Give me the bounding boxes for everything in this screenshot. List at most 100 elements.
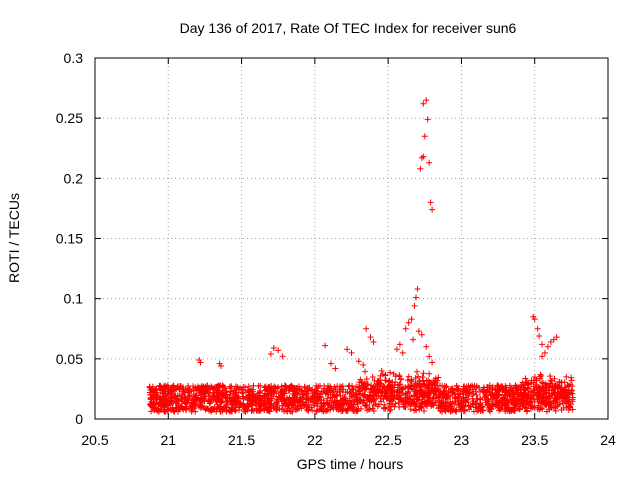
data-point (413, 368, 420, 375)
data-point (402, 325, 409, 332)
data-point (198, 403, 205, 410)
data-point (261, 400, 268, 407)
data-point (343, 408, 350, 415)
data-point (534, 396, 541, 403)
data-point (263, 400, 270, 407)
data-point (186, 386, 193, 393)
data-point (406, 401, 413, 408)
data-point (245, 394, 252, 401)
data-point (355, 387, 362, 394)
data-point (268, 400, 275, 407)
data-point (374, 382, 381, 389)
data-point (562, 393, 569, 400)
data-point (480, 386, 487, 393)
data-point (429, 359, 436, 366)
data-point (244, 407, 251, 414)
data-point (256, 406, 263, 413)
chart-title: Day 136 of 2017, Rate Of TEC Index for r… (180, 20, 517, 36)
data-point (167, 405, 174, 412)
data-point (305, 407, 312, 414)
data-point (413, 382, 420, 389)
data-point (301, 383, 308, 390)
data-point (353, 396, 360, 403)
data-point (458, 405, 465, 412)
data-point (339, 383, 346, 390)
data-point (212, 396, 219, 403)
data-point (329, 393, 336, 400)
data-point (255, 407, 262, 414)
data-point (349, 383, 356, 390)
data-point (248, 408, 255, 415)
data-point (347, 397, 354, 404)
data-point (167, 395, 174, 402)
data-point (423, 403, 430, 410)
data-point (387, 369, 394, 376)
data-point (213, 408, 220, 415)
data-point (153, 399, 160, 406)
data-point (484, 384, 491, 391)
data-point (465, 399, 472, 406)
data-point (217, 403, 224, 410)
data-point (407, 406, 414, 413)
data-point (152, 393, 159, 400)
data-point (475, 406, 482, 413)
data-point (299, 391, 306, 398)
data-point (420, 100, 427, 107)
data-point (518, 381, 525, 388)
data-point (387, 383, 394, 390)
data-point (420, 390, 427, 397)
data-point (484, 396, 491, 403)
data-point (448, 403, 455, 410)
data-point (417, 389, 424, 396)
data-point (275, 396, 282, 403)
data-point (168, 398, 175, 405)
data-point (227, 388, 234, 395)
data-point (547, 398, 554, 405)
data-point (499, 402, 506, 409)
data-point (313, 397, 320, 404)
data-point (423, 377, 430, 384)
data-point (192, 408, 199, 415)
data-point (495, 400, 502, 407)
data-point (362, 391, 369, 398)
data-point (390, 370, 397, 377)
data-point (370, 408, 377, 415)
data-point (348, 404, 355, 411)
data-point (177, 383, 184, 390)
data-point (245, 383, 252, 390)
data-point (293, 389, 300, 396)
data-point (425, 399, 432, 406)
x-tick-label: 20.5 (81, 432, 108, 448)
data-point (476, 384, 483, 391)
data-point (396, 341, 403, 348)
data-point (449, 389, 456, 396)
data-point (344, 406, 351, 413)
data-point (226, 383, 233, 390)
data-point (273, 407, 280, 414)
data-point (240, 395, 247, 402)
data-point (494, 386, 501, 393)
data-point (429, 206, 436, 213)
data-point (183, 403, 190, 410)
data-point (224, 395, 231, 402)
data-point (402, 384, 409, 391)
data-point (435, 386, 442, 393)
data-point (222, 404, 229, 411)
data-point (331, 399, 338, 406)
x-tick-label: 21 (160, 432, 176, 448)
data-point (552, 396, 559, 403)
data-point (363, 385, 370, 392)
data-point (441, 392, 448, 399)
data-point (469, 395, 476, 402)
data-point (369, 405, 376, 412)
data-point (341, 393, 348, 400)
data-point (356, 388, 363, 395)
data-point (385, 378, 392, 385)
data-point (383, 395, 390, 402)
data-point (488, 406, 495, 413)
data-point (228, 408, 235, 415)
data-point (441, 406, 448, 413)
data-point (350, 386, 357, 393)
data-point (423, 343, 430, 350)
